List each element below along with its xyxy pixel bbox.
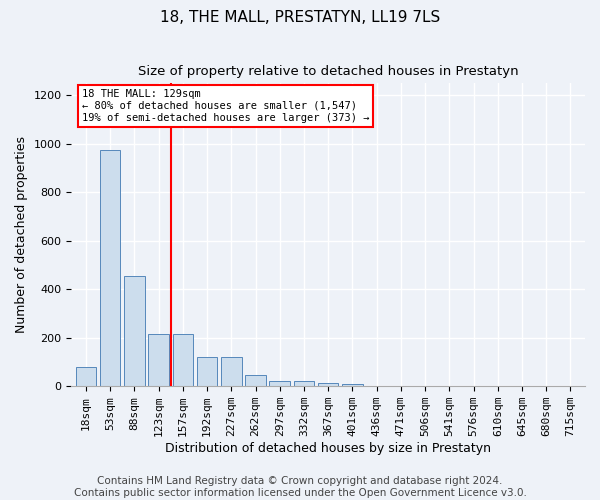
X-axis label: Distribution of detached houses by size in Prestatyn: Distribution of detached houses by size … xyxy=(165,442,491,455)
Bar xyxy=(269,381,290,386)
Bar xyxy=(124,276,145,386)
Bar xyxy=(245,374,266,386)
Bar xyxy=(76,367,96,386)
Text: 18, THE MALL, PRESTATYN, LL19 7LS: 18, THE MALL, PRESTATYN, LL19 7LS xyxy=(160,10,440,25)
Y-axis label: Number of detached properties: Number of detached properties xyxy=(15,136,28,334)
Title: Size of property relative to detached houses in Prestatyn: Size of property relative to detached ho… xyxy=(138,65,518,78)
Text: Contains HM Land Registry data © Crown copyright and database right 2024.
Contai: Contains HM Land Registry data © Crown c… xyxy=(74,476,526,498)
Bar xyxy=(173,334,193,386)
Bar xyxy=(342,384,363,386)
Bar xyxy=(100,150,121,386)
Bar xyxy=(221,357,242,386)
Bar xyxy=(197,357,217,386)
Bar xyxy=(318,382,338,386)
Text: 18 THE MALL: 129sqm
← 80% of detached houses are smaller (1,547)
19% of semi-det: 18 THE MALL: 129sqm ← 80% of detached ho… xyxy=(82,90,369,122)
Bar xyxy=(148,334,169,386)
Bar xyxy=(293,382,314,386)
